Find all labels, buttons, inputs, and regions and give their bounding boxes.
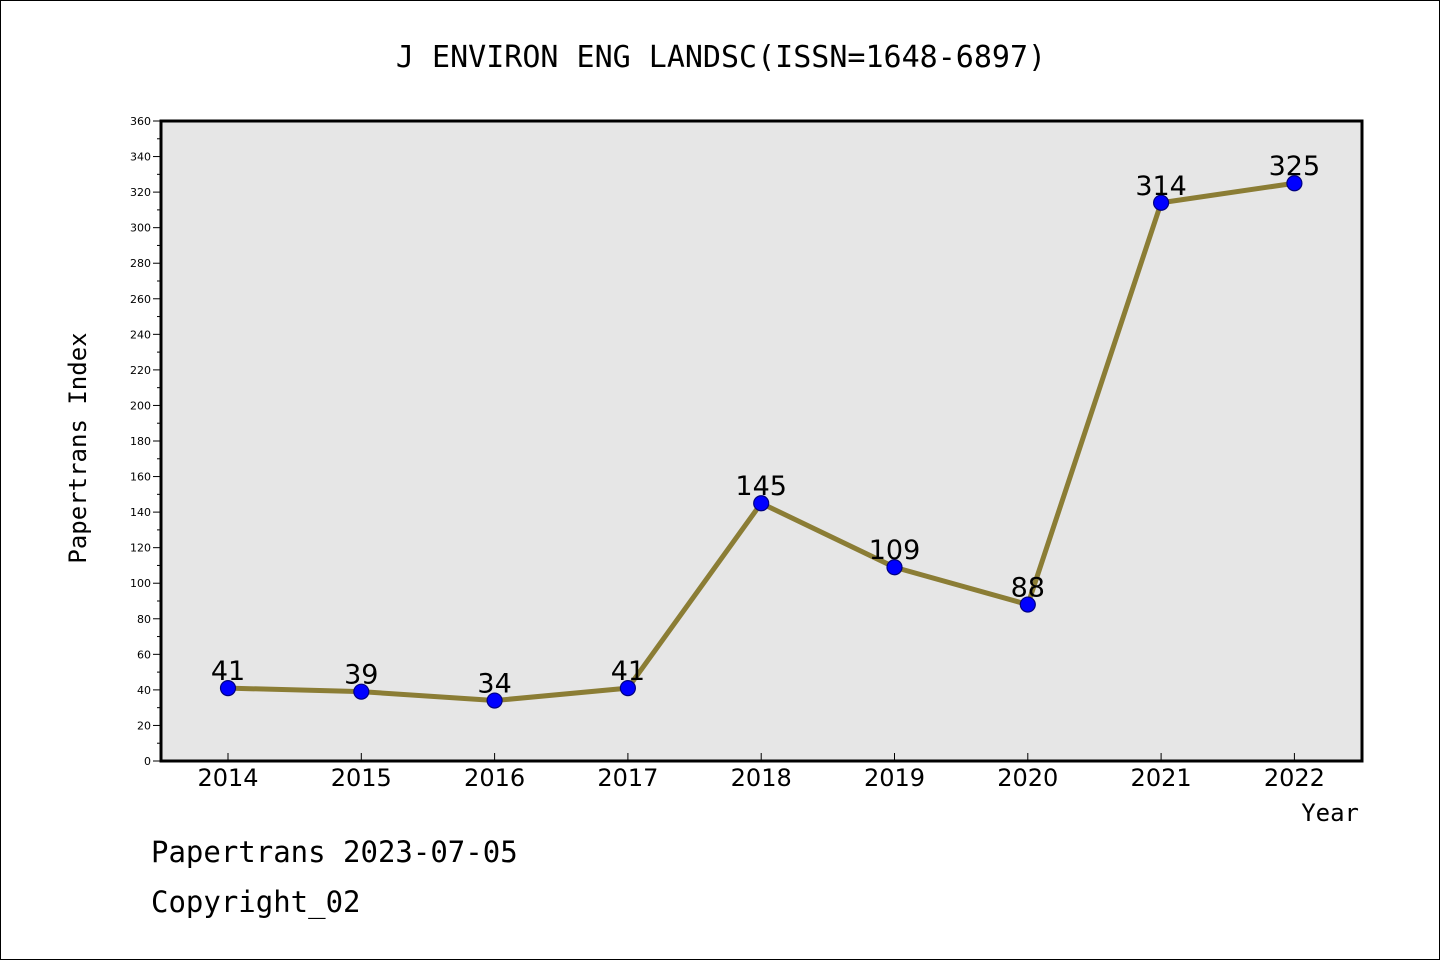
data-label: 314 bbox=[1135, 171, 1187, 202]
data-point bbox=[1152, 194, 1170, 211]
y-tick-label: 340 bbox=[130, 151, 151, 164]
y-tick-label: 360 bbox=[130, 115, 151, 128]
x-tick-label: 2015 bbox=[331, 764, 392, 792]
watermark-text: Papertrans 2023-07-05 bbox=[151, 835, 518, 869]
y-tick-label: 300 bbox=[130, 222, 151, 235]
y-axis-title: Papertrans Index bbox=[64, 332, 92, 563]
data-points bbox=[219, 175, 1303, 709]
data-labels: 41 39 34 41 145 109 88 314 325 bbox=[211, 151, 1320, 699]
data-point bbox=[1019, 596, 1036, 613]
y-tick-label: 200 bbox=[130, 399, 151, 412]
x-tick-label: 2021 bbox=[1131, 764, 1192, 792]
data-point bbox=[219, 680, 237, 697]
y-tick-label: 180 bbox=[130, 435, 151, 448]
x-tick-label: 2016 bbox=[464, 764, 525, 792]
x-tick-label: 2022 bbox=[1264, 764, 1325, 792]
y-tick-label: 140 bbox=[130, 506, 151, 519]
data-label: 39 bbox=[344, 660, 378, 691]
x-tick-label: 2019 bbox=[864, 764, 925, 792]
y-axis-tick-labels: 0 20 40 60 80 100 120 140 160 180 200 220 240 260 280 3… bbox=[130, 115, 151, 768]
data-label: 41 bbox=[611, 656, 645, 687]
plot-area bbox=[161, 121, 1362, 761]
chart-title: J ENVIRON ENG LANDSC(ISSN=1648-6897) bbox=[396, 40, 1046, 75]
data-label: 109 bbox=[869, 535, 921, 566]
x-axis-tick-labels: 2014 2015 2016 2017 2018 2019 2020 2021 2022 bbox=[197, 764, 1324, 792]
y-tick-label: 0 bbox=[144, 755, 151, 768]
y-tick-label: 320 bbox=[130, 186, 151, 199]
data-point bbox=[619, 680, 637, 697]
y-tick-label: 100 bbox=[130, 577, 151, 590]
y-tick-label: 60 bbox=[137, 648, 151, 661]
data-label: 325 bbox=[1269, 151, 1321, 182]
y-tick-label: 260 bbox=[130, 293, 151, 306]
x-tick-label: 2014 bbox=[197, 764, 258, 792]
data-point bbox=[753, 495, 770, 512]
y-tick-label: 160 bbox=[130, 471, 151, 484]
copyright-text: Copyright_02 bbox=[151, 885, 361, 919]
y-tick-label: 240 bbox=[130, 328, 151, 341]
x-tick-label: 2018 bbox=[731, 764, 792, 792]
data-label: 145 bbox=[735, 471, 787, 502]
x-axis-title: Year bbox=[1301, 799, 1359, 827]
plot-frame bbox=[159, 119, 1364, 763]
x-tick-label: 2020 bbox=[997, 764, 1058, 792]
y-tick-label: 280 bbox=[130, 257, 151, 270]
data-label: 88 bbox=[1011, 573, 1045, 604]
y-tick-label: 80 bbox=[137, 613, 151, 626]
data-point bbox=[1286, 175, 1303, 192]
x-tick-label: 2017 bbox=[597, 764, 658, 792]
y-tick-label: 220 bbox=[130, 364, 151, 377]
y-tick-label: 40 bbox=[137, 684, 151, 697]
data-point bbox=[886, 559, 903, 576]
y-tick-label: 20 bbox=[137, 719, 151, 732]
data-point bbox=[486, 692, 503, 709]
data-label: 34 bbox=[477, 669, 511, 700]
data-point bbox=[353, 683, 370, 700]
data-label: 41 bbox=[211, 656, 245, 687]
y-tick-label: 120 bbox=[130, 542, 151, 555]
